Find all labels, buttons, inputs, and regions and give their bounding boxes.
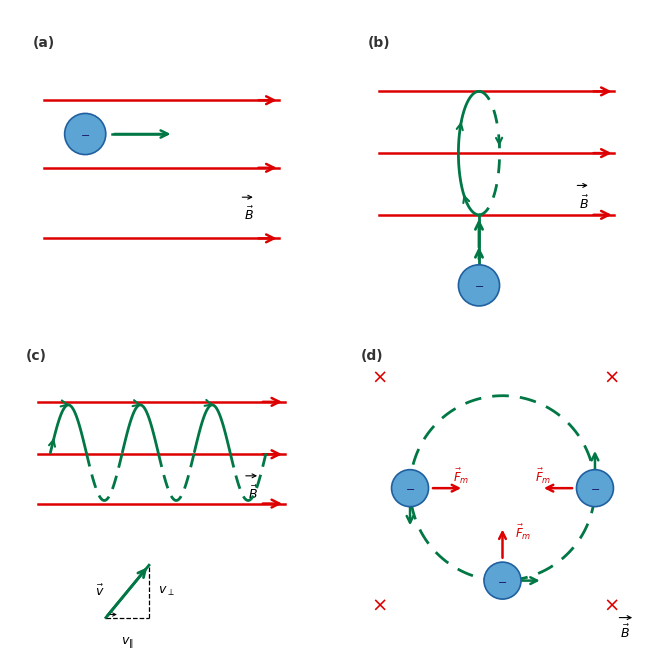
Text: $-$: $-$ [590,483,600,493]
Text: $\vec{F}_m$: $\vec{F}_m$ [535,467,552,486]
Circle shape [458,265,500,306]
Text: $\times$: $\times$ [602,596,618,615]
Text: (c): (c) [25,349,47,363]
Text: $-$: $-$ [80,129,90,139]
Circle shape [391,470,429,506]
Circle shape [64,114,106,154]
Text: $\vec{B}$: $\vec{B}$ [620,624,629,641]
Text: (d): (d) [360,349,383,363]
Text: $v_{\|}$: $v_{\|}$ [121,635,134,649]
Text: (b): (b) [367,35,390,49]
Text: $\vec{F}_m$: $\vec{F}_m$ [453,467,470,486]
Circle shape [576,470,614,506]
Text: $\vec{B}$: $\vec{B}$ [244,206,254,223]
Text: $\vec{v}$: $\vec{v}$ [95,584,105,599]
Text: $\vec{F}_m$: $\vec{F}_m$ [515,522,531,542]
Circle shape [484,562,521,599]
Text: $\times$: $\times$ [371,367,387,387]
Text: $-$: $-$ [405,483,415,493]
Text: $\times$: $\times$ [371,596,387,615]
Text: $\vec{B}$: $\vec{B}$ [248,485,257,502]
Text: $-$: $-$ [474,281,484,291]
Text: $-$: $-$ [497,576,508,586]
Text: $\vec{B}$: $\vec{B}$ [579,194,589,212]
Text: $v_{\perp}$: $v_{\perp}$ [158,585,175,598]
Text: (a): (a) [32,35,54,49]
Text: $\times$: $\times$ [602,367,618,387]
